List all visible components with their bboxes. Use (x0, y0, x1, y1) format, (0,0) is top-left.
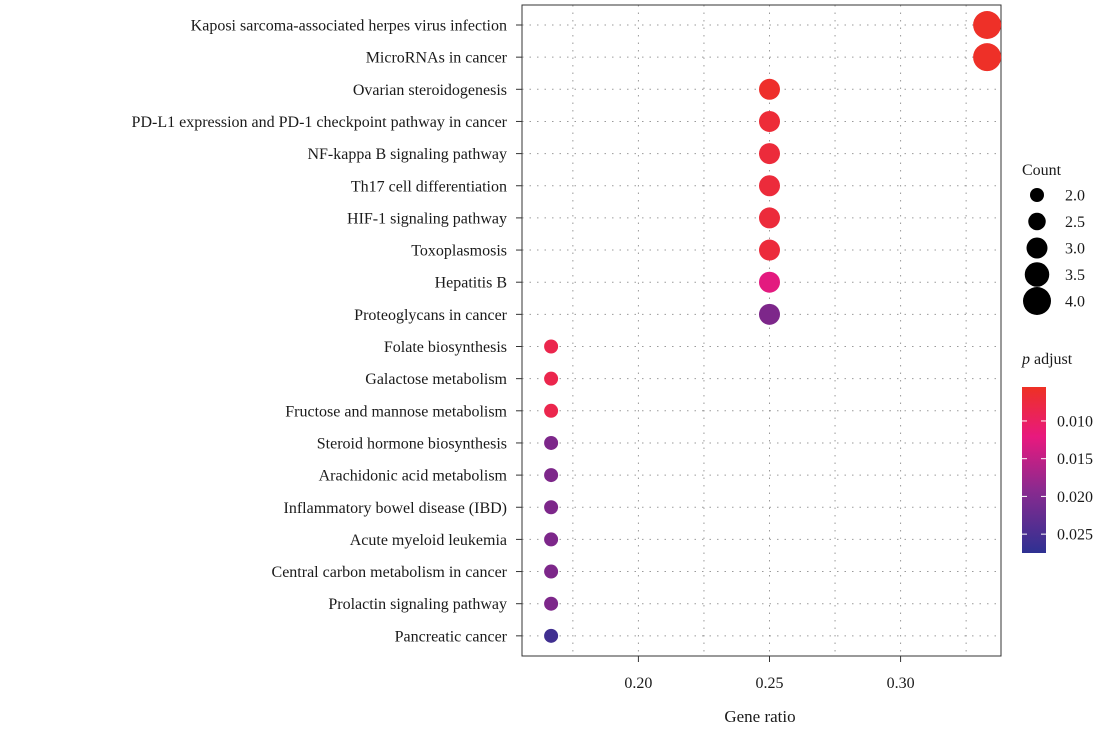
term-label: Proteoglycans in cancer (354, 307, 508, 324)
term-label: Prolactin signaling pathway (328, 596, 507, 613)
x-axis-ticks: 0.20 0.25 0.30 (624, 656, 915, 692)
size-legend-dot (1026, 237, 1048, 259)
term-label: HIF-1 signaling pathway (347, 210, 507, 227)
data-point (544, 403, 559, 418)
size-legend-label: 2.0 (1065, 188, 1085, 205)
data-point (758, 207, 780, 229)
term-label: Pancreatic cancer (395, 628, 508, 645)
data-point (758, 239, 780, 261)
size-legend-dot (1023, 287, 1051, 315)
term-label: Toxoplasmosis (411, 243, 507, 260)
term-label: Hepatitis B (435, 275, 507, 292)
term-label: Inflammatory bowel disease (IBD) (284, 500, 507, 517)
data-point (544, 628, 559, 643)
count-legend: Count 2.0 2.5 3.0 3.5 4.0 (1022, 162, 1085, 315)
term-label: Steroid hormone biosynthesis (317, 435, 507, 452)
size-legend-label: 2.5 (1065, 214, 1085, 231)
data-point (758, 303, 780, 325)
term-label: Th17 cell differentiation (351, 178, 507, 195)
colorbar-label: 0.010 (1057, 413, 1093, 430)
colorbar-label: 0.020 (1057, 489, 1093, 506)
size-legend-dot (1028, 212, 1046, 231)
data-point (973, 11, 1002, 39)
size-legend-dot (1030, 188, 1044, 202)
data-point (758, 271, 780, 293)
term-label: Arachidonic acid metabolism (319, 468, 508, 485)
size-legend-label: 3.0 (1065, 241, 1085, 258)
x-tick-label: 0.20 (624, 675, 652, 692)
term-label: Galactose metabolism (365, 371, 507, 388)
data-point (544, 532, 559, 547)
data-point (973, 43, 1002, 72)
term-labels: Kaposi sarcoma-associated herpes virus i… (132, 18, 522, 645)
plot-panel (521, 4, 1002, 657)
size-legend-label: 4.0 (1065, 294, 1085, 311)
data-point (758, 78, 780, 100)
data-point (544, 468, 559, 483)
padjust-legend-title: p adjust (1021, 351, 1073, 368)
data-point (544, 371, 559, 386)
data-point (544, 564, 559, 579)
term-label: MicroRNAs in cancer (366, 50, 508, 67)
data-point (758, 110, 780, 132)
term-label: Central carbon metabolism in cancer (272, 564, 508, 581)
x-tick-label: 0.25 (755, 675, 783, 692)
term-label: Ovarian steroidogenesis (353, 82, 507, 99)
term-label: Folate biosynthesis (384, 339, 507, 356)
term-label: NF-kappa B signaling pathway (307, 146, 507, 163)
data-points (544, 11, 1002, 643)
size-legend-dot (1024, 262, 1050, 287)
data-point (544, 596, 559, 611)
x-axis-title: Gene ratio (724, 707, 795, 726)
data-point (758, 175, 780, 197)
data-point (544, 500, 559, 515)
count-legend-title: Count (1022, 162, 1062, 179)
padjust-legend: p adjust 0.010 0.015 0.020 0.025 (1021, 351, 1093, 553)
size-legend-label: 3.5 (1065, 267, 1085, 284)
term-label: PD-L1 expression and PD-1 checkpoint pat… (132, 114, 508, 131)
data-point (758, 143, 780, 165)
term-label: Kaposi sarcoma-associated herpes virus i… (191, 18, 507, 35)
grid-lines (522, 5, 1001, 656)
colorbar-label: 0.025 (1057, 527, 1093, 544)
padjust-colorbar (1022, 387, 1046, 553)
colorbar-label: 0.015 (1057, 451, 1093, 468)
term-label: Fructose and mannose metabolism (285, 403, 507, 420)
x-tick-label: 0.30 (887, 675, 915, 692)
term-label: Acute myeloid leukemia (350, 532, 507, 549)
data-point (544, 339, 559, 354)
data-point (544, 435, 559, 450)
